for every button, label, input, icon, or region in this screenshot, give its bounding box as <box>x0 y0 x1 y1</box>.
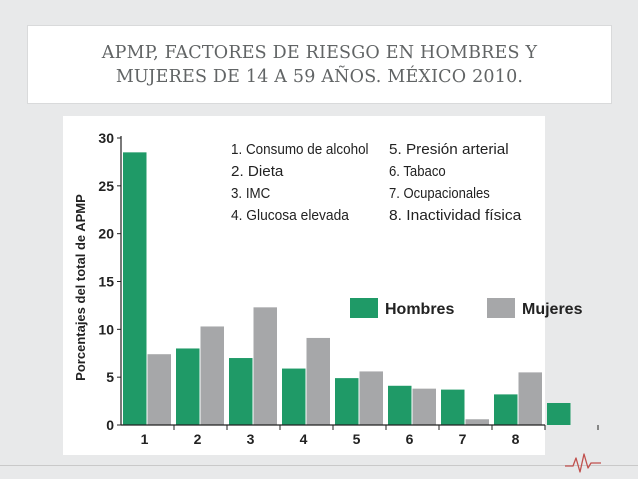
slide-title-line-1: APMP, FACTORES DE RIESGO EN HOMBRES Y <box>101 42 538 63</box>
footer-divider <box>0 465 638 466</box>
bar-hombres-3 <box>229 358 253 425</box>
x-tick-label-5: 5 <box>353 431 361 447</box>
bar-hombres-8 <box>494 394 518 425</box>
bar-hombres-7 <box>441 389 465 425</box>
y-tick-label-10: 10 <box>98 321 114 337</box>
chart-panel: 0 5 10 15 20 25 30 Porcentajes del total de APM… <box>63 116 599 455</box>
y-tick-label-30: 30 <box>98 130 114 146</box>
x-tick-label-1: 1 <box>141 431 149 447</box>
legend-swatch-mujeres <box>487 298 515 318</box>
bar-hombres-5 <box>335 378 359 425</box>
key-item-1: 1. Consumo de alcohol <box>231 142 369 158</box>
slide-title: APMP, FACTORES DE RIESGO EN HOMBRES Y MU… <box>50 41 590 89</box>
x-tick-label-7: 7 <box>459 431 467 447</box>
key-item-4: 4. Glucosa elevada <box>231 208 350 224</box>
heartbeat-logo-icon <box>565 453 601 473</box>
slide-title-line-2: MUJERES DE 14 A 59 AÑOS. MÉXICO 2010. <box>115 66 524 87</box>
legend-swatch-hombres <box>350 298 378 318</box>
bar-mujeres-2 <box>200 326 224 425</box>
x-tick-label-6: 6 <box>406 431 414 447</box>
x-tick-label-8: 8 <box>512 431 520 447</box>
key-item-2: 2. Dieta <box>231 164 284 180</box>
bar-mujeres-3 <box>253 307 277 425</box>
x-tick-label-4: 4 <box>300 431 308 447</box>
y-tick-label-5: 5 <box>106 369 114 385</box>
y-axis-title: Porcentajes del total de APMP <box>73 194 88 381</box>
bar-mujeres-4 <box>306 337 330 425</box>
bar-mujeres-6 <box>412 388 436 425</box>
bar-mujeres-5 <box>359 371 383 425</box>
x-tick-label-2: 2 <box>194 431 202 447</box>
bar-hombres-4 <box>282 368 306 425</box>
key-item-6: 6. Tabaco <box>389 164 446 180</box>
key-item-7: 7. Ocupacionales <box>389 186 490 202</box>
bar-mujeres-7 <box>465 419 489 425</box>
legend-label-hombres: Hombres <box>385 301 454 318</box>
slide-title-box: APMP, FACTORES DE RIESGO EN HOMBRES Y MU… <box>28 26 611 103</box>
bar-hombres-2 <box>176 348 200 425</box>
key-item-3: 3. IMC <box>231 186 270 202</box>
bar-hombres-1 <box>123 152 147 425</box>
y-tick-label-15: 15 <box>98 274 114 290</box>
bar-mujeres-8 <box>518 372 542 425</box>
y-tick-label-0: 0 <box>106 417 114 433</box>
bar-mujeres-1 <box>147 354 171 425</box>
bar-hombres-6 <box>388 385 412 425</box>
legend-label-mujeres: Mujeres <box>522 301 583 318</box>
key-item-8: 8. Inactividad física <box>389 208 522 224</box>
y-tick-label-20: 20 <box>98 226 114 242</box>
x-tick-label-3: 3 <box>247 431 255 447</box>
bar-hombres-9 <box>547 402 571 425</box>
key-item-5: 5. Presión arterial <box>389 142 509 158</box>
y-tick-label-25: 25 <box>98 178 114 194</box>
